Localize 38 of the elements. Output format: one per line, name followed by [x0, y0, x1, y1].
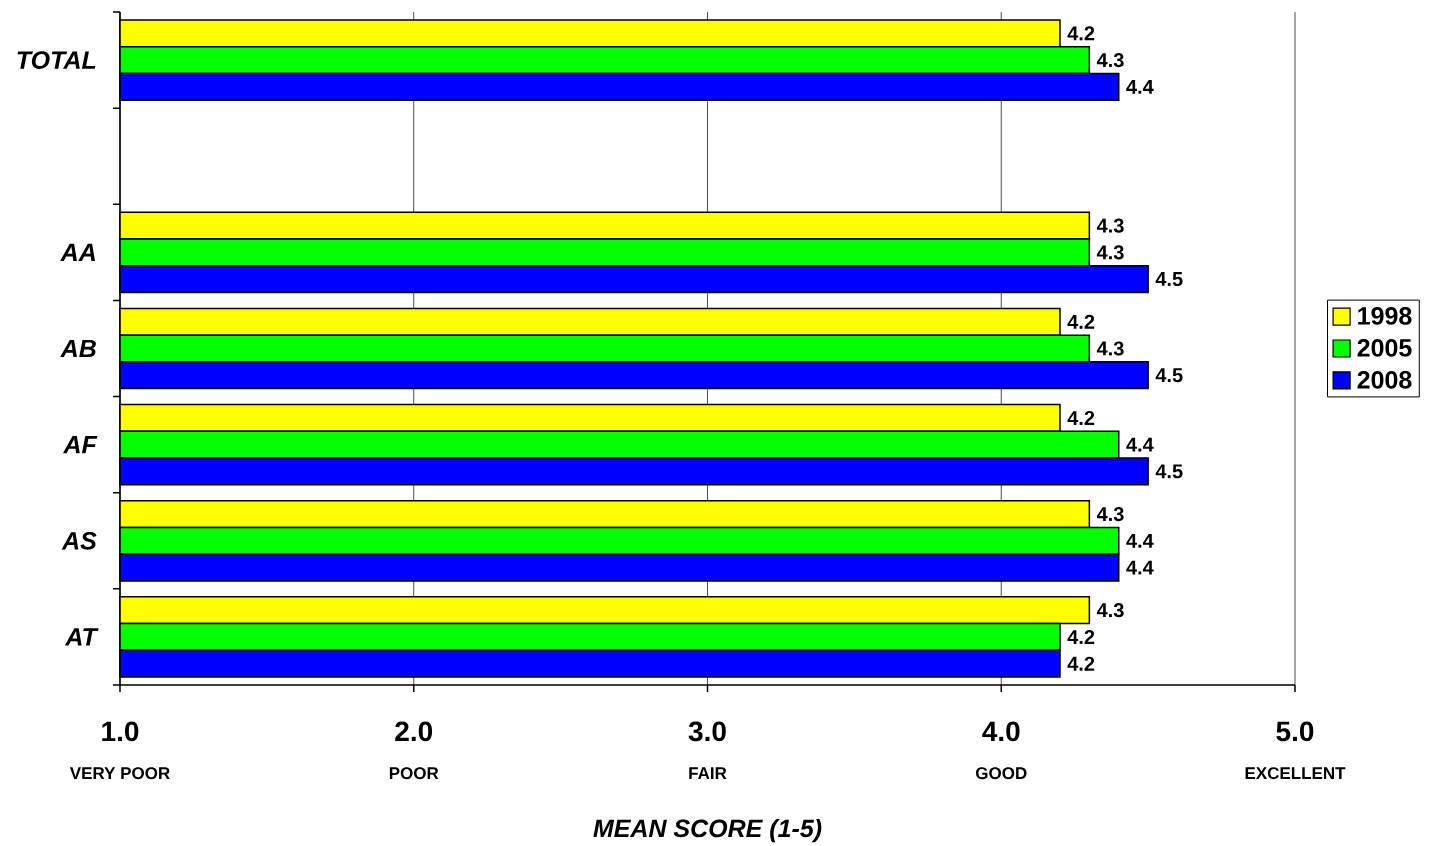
data-label: 4.3 — [1096, 506, 1124, 522]
x-tick-label: 3.0 — [688, 721, 726, 742]
text: GOOD — [975, 767, 1027, 780]
x-tick-label: 2.0 — [395, 721, 433, 742]
data-label: 4.5 — [1155, 464, 1183, 479]
data-label: 4.3 — [1096, 245, 1124, 260]
x-tick-label: 4.0 — [982, 721, 1020, 742]
legend-label: 2008 — [1357, 370, 1412, 389]
legend-label: 1998 — [1358, 307, 1412, 325]
data-label: 4.2 — [1067, 629, 1095, 644]
data-label: 4.5 — [1155, 272, 1183, 287]
data-label: 4.2 — [1067, 26, 1095, 41]
legend-label: 2005 — [1357, 339, 1412, 357]
x-axis-title: MEAN SCORE (1-5) — [593, 818, 822, 843]
x-tick-label: 1.0 — [102, 721, 139, 742]
text: VERY POOR — [69, 767, 170, 780]
data-label: 4.2 — [1067, 656, 1095, 671]
y-tick-label: TOTAL — [17, 51, 96, 69]
data-label: 4.3 — [1096, 218, 1124, 233]
y-tick-label: AT — [64, 628, 99, 646]
y-tick-label: AS — [61, 531, 97, 550]
y-tick-label: AA — [60, 243, 95, 261]
data-label: 4.3 — [1096, 52, 1124, 68]
data-label: 4.4 — [1126, 437, 1154, 452]
data-label: 4.2 — [1067, 410, 1095, 425]
data-label: 4.4 — [1126, 560, 1154, 575]
data-label: 4.4 — [1126, 533, 1154, 548]
data-label: 4.4 — [1126, 79, 1154, 94]
text: EXCELLENT — [1245, 767, 1346, 780]
text: POOR — [389, 767, 439, 780]
x-tick-label: 5.0 — [1276, 721, 1314, 742]
data-label: 4.3 — [1096, 341, 1124, 356]
data-label: 4.2 — [1067, 314, 1095, 329]
data-label: 4.3 — [1096, 603, 1124, 618]
y-tick-label: AF — [62, 436, 98, 454]
y-tick-label: AB — [60, 339, 96, 358]
data-label: 4.5 — [1155, 368, 1183, 383]
text: FAIR — [689, 767, 727, 779]
